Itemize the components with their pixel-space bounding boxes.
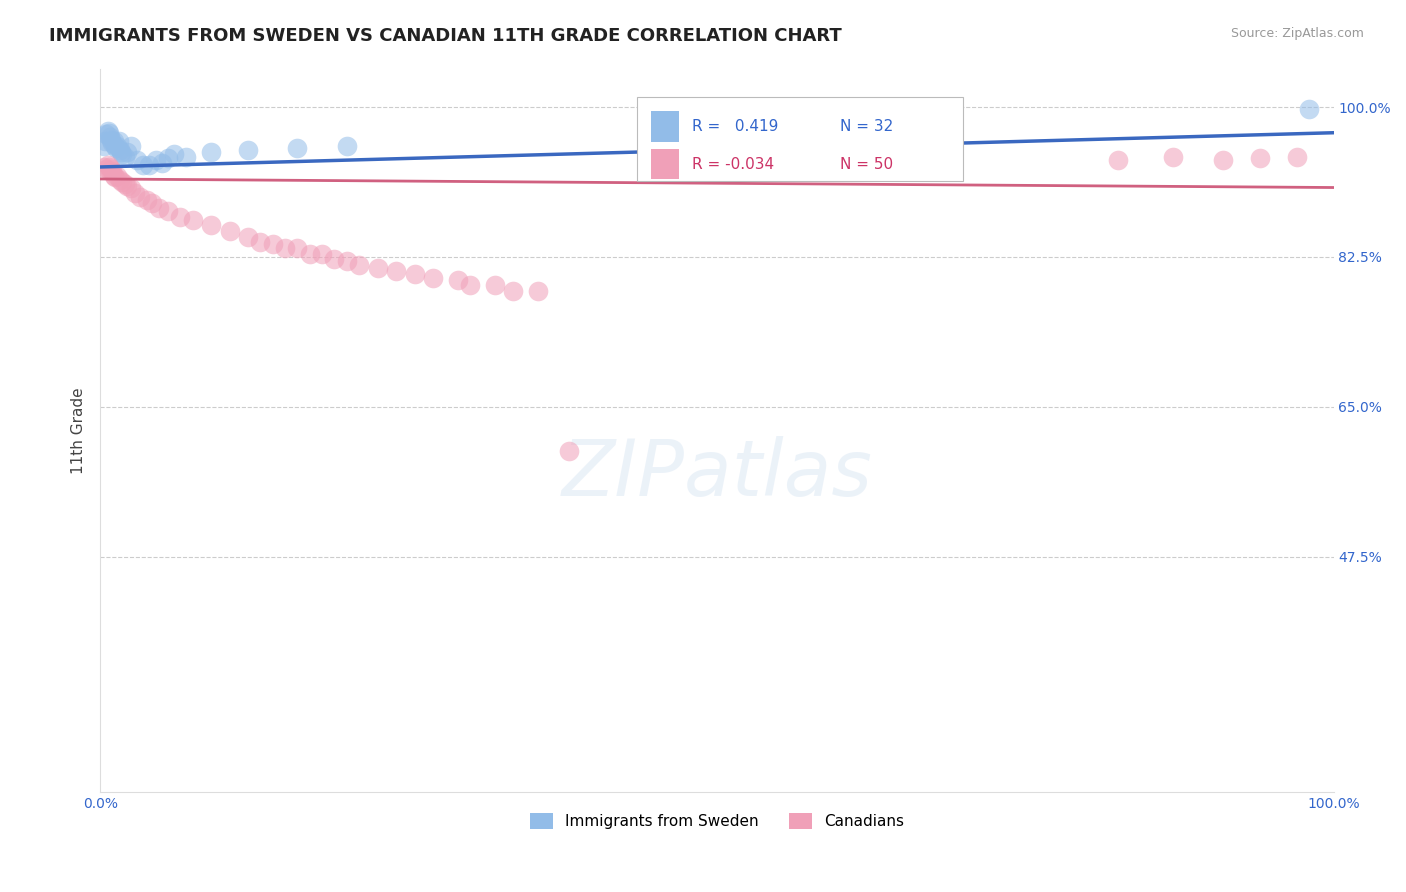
Text: R =   0.419: R = 0.419 bbox=[692, 119, 779, 134]
Text: ZIPatlas: ZIPatlas bbox=[561, 435, 872, 512]
Point bbox=[127, 153, 149, 168]
Point bbox=[298, 247, 321, 261]
Point bbox=[104, 138, 127, 153]
Text: IMMIGRANTS FROM SWEDEN VS CANADIAN 11TH GRADE CORRELATION CHART: IMMIGRANTS FROM SWEDEN VS CANADIAN 11TH … bbox=[49, 27, 842, 45]
Point bbox=[96, 124, 118, 138]
Point bbox=[93, 138, 115, 153]
Point bbox=[169, 210, 191, 224]
Point bbox=[100, 132, 122, 146]
Point bbox=[1298, 102, 1320, 116]
Point bbox=[117, 178, 139, 193]
Point bbox=[150, 155, 173, 169]
Point bbox=[236, 230, 259, 244]
Point bbox=[1249, 152, 1271, 166]
Point bbox=[105, 169, 128, 183]
Point bbox=[136, 193, 159, 207]
Point bbox=[156, 204, 179, 219]
Point bbox=[311, 247, 333, 261]
Point bbox=[96, 128, 118, 142]
Point bbox=[262, 237, 284, 252]
Point bbox=[163, 147, 186, 161]
Point bbox=[94, 134, 117, 148]
Point bbox=[218, 224, 240, 238]
Point bbox=[98, 164, 121, 178]
Point bbox=[1161, 150, 1184, 164]
Point bbox=[148, 201, 170, 215]
Point bbox=[1285, 150, 1308, 164]
Point bbox=[336, 254, 359, 268]
Legend: Immigrants from Sweden, Canadians: Immigrants from Sweden, Canadians bbox=[523, 806, 910, 835]
Point bbox=[274, 241, 297, 255]
Point bbox=[108, 143, 131, 157]
Point bbox=[347, 259, 370, 273]
Point bbox=[200, 145, 222, 159]
FancyBboxPatch shape bbox=[637, 97, 963, 181]
Point bbox=[108, 173, 131, 187]
Y-axis label: 11th Grade: 11th Grade bbox=[72, 387, 86, 474]
Point bbox=[138, 158, 160, 172]
FancyBboxPatch shape bbox=[651, 149, 679, 179]
Point bbox=[287, 241, 309, 255]
Point bbox=[176, 150, 198, 164]
Point bbox=[120, 181, 142, 195]
Point bbox=[447, 273, 470, 287]
Point bbox=[422, 271, 444, 285]
Point bbox=[120, 138, 142, 153]
Point bbox=[103, 169, 125, 183]
Point bbox=[128, 190, 150, 204]
Point bbox=[98, 130, 121, 145]
Point bbox=[287, 141, 309, 155]
Point bbox=[100, 161, 122, 176]
Point bbox=[236, 143, 259, 157]
Point bbox=[458, 278, 481, 293]
Point bbox=[93, 160, 115, 174]
Point bbox=[103, 134, 125, 148]
Point bbox=[114, 150, 136, 164]
Point bbox=[97, 126, 120, 140]
Point bbox=[1107, 153, 1129, 168]
Text: R = -0.034: R = -0.034 bbox=[692, 156, 775, 171]
Point bbox=[105, 138, 128, 153]
Point bbox=[484, 278, 506, 293]
Point bbox=[132, 158, 155, 172]
Point bbox=[96, 161, 118, 176]
Point bbox=[101, 136, 124, 150]
Point bbox=[200, 218, 222, 232]
Point bbox=[111, 175, 134, 189]
Point bbox=[1211, 153, 1233, 168]
Point bbox=[145, 153, 167, 168]
Text: N = 50: N = 50 bbox=[841, 156, 893, 171]
Point bbox=[114, 177, 136, 191]
FancyBboxPatch shape bbox=[651, 112, 679, 142]
Point bbox=[558, 444, 581, 458]
Point bbox=[107, 134, 129, 148]
Point bbox=[385, 264, 408, 278]
Point bbox=[527, 284, 550, 298]
Point bbox=[141, 196, 163, 211]
Point bbox=[181, 213, 204, 227]
Point bbox=[502, 284, 524, 298]
Point bbox=[404, 267, 426, 281]
Point bbox=[156, 152, 179, 166]
Point bbox=[249, 235, 271, 250]
Point bbox=[96, 158, 118, 172]
Text: N = 32: N = 32 bbox=[841, 119, 893, 134]
Point bbox=[104, 170, 127, 185]
Point bbox=[111, 147, 134, 161]
Point bbox=[105, 141, 128, 155]
Point bbox=[101, 164, 124, 178]
Point bbox=[367, 260, 389, 275]
Point bbox=[117, 145, 139, 159]
Point bbox=[323, 252, 346, 267]
Text: Source: ZipAtlas.com: Source: ZipAtlas.com bbox=[1230, 27, 1364, 40]
Point bbox=[110, 145, 132, 159]
Point bbox=[336, 138, 359, 153]
Point bbox=[124, 186, 146, 200]
Point bbox=[97, 160, 120, 174]
